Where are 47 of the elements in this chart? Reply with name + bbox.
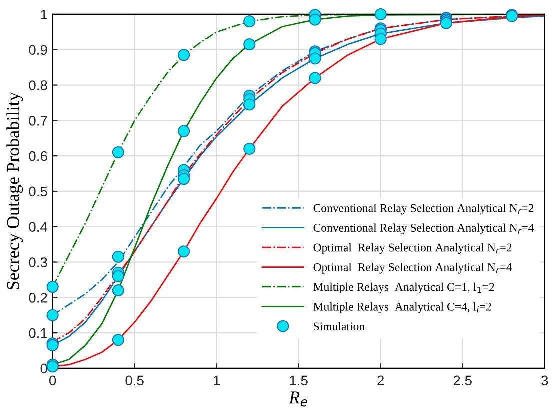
x-axis-title: R$_{e}$: [289, 392, 308, 407]
point: [46, 309, 59, 322]
legend-label: Conventional Relay Selection Analytical N$_{r}$=4: [314, 224, 534, 234]
legend-label: Simulation: [314, 322, 365, 331]
y-axis-title: Secrecy Outage Probability: [6, 92, 24, 290]
legend-label: Optimal Relay Selection Analytical N$_{r}$=4: [314, 263, 512, 274]
legend-label: Optimal Relay Selection Analytical N$_{r}$=2: [314, 243, 512, 254]
y-tick-label: 0.4: [29, 222, 48, 232]
point: [309, 72, 322, 84]
point: [178, 173, 190, 186]
y-tick-label: 0.2: [29, 293, 48, 303]
point: [244, 142, 256, 156]
legend-label: Conventional Relay Selection Analytical N$_{r}$=2: [314, 204, 534, 215]
x-tick-label: 0: [50, 376, 56, 386]
x-tick-label: 1.5: [290, 376, 308, 386]
legend-label: Multiple Relays Analytical C=1, l$_{1}$=2: [314, 282, 494, 294]
point: [178, 246, 190, 258]
point: [178, 49, 190, 62]
point: [244, 98, 256, 111]
y-tick-label: 0.3: [29, 258, 48, 268]
point: [112, 284, 124, 297]
point: [46, 281, 59, 294]
x-tick-label: 3: [542, 376, 548, 386]
point: [112, 146, 124, 159]
x-tick-label: 0.5: [126, 376, 144, 386]
point: [112, 334, 124, 346]
point: [244, 38, 256, 51]
y-tick-label: 0.8: [29, 80, 48, 90]
y-tick-label: 0.1: [29, 328, 48, 338]
point: [178, 125, 190, 138]
point: [374, 33, 387, 46]
y-tick-label: 0.9: [29, 45, 48, 56]
x-tick-label: 1: [214, 376, 220, 386]
point: [309, 52, 322, 65]
point: [112, 270, 124, 282]
y-tick-label: 0.7: [29, 116, 48, 126]
legend-label: Multiple Relays Analytical C=4, l$_{i}$=2: [314, 302, 492, 314]
point: [309, 14, 322, 26]
y-tick-label: 0.6: [29, 151, 48, 162]
y-tick-label: 1: [41, 10, 48, 20]
point: [112, 250, 124, 263]
x-tick-label: 2.5: [454, 376, 472, 386]
y-tick-label: 0.5: [29, 186, 48, 197]
y-tick-label: 0: [40, 364, 48, 374]
point: [374, 8, 387, 21]
x-tick-label: 2: [378, 376, 384, 386]
point: [244, 16, 256, 28]
